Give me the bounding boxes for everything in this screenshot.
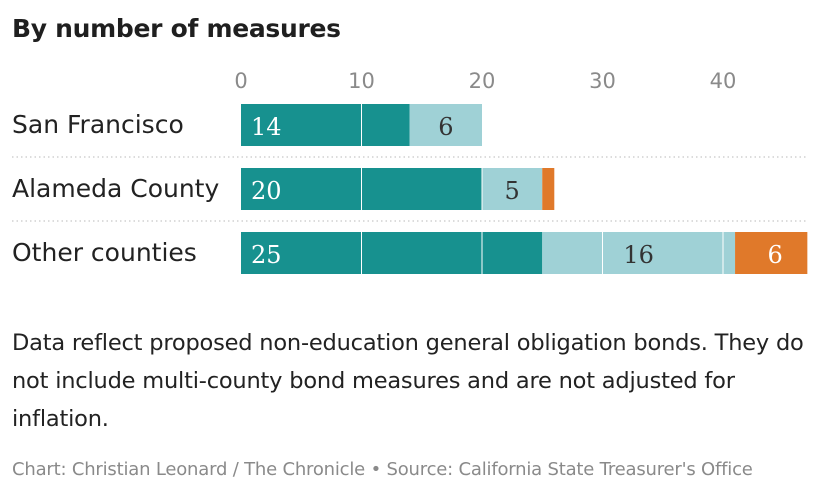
x-tick-label: 0 (234, 69, 247, 93)
bar-segment (482, 168, 543, 210)
category-label: San Francisco (12, 110, 184, 139)
category-label: Alameda County (12, 174, 219, 203)
data-label: 5 (504, 177, 519, 205)
x-tick-label: 10 (348, 69, 375, 93)
bar-segment (409, 104, 482, 146)
bar-segment (542, 232, 736, 274)
stacked-bar-chart: 0 10 20 30 40 San Francisco 14 6 Alameda County 2… (12, 69, 808, 274)
data-label: 20 (251, 177, 282, 205)
data-label: 6 (438, 113, 453, 141)
bar-segment (241, 232, 543, 274)
data-label: 25 (251, 241, 282, 269)
chart-note: Data reflect proposed non-education gene… (12, 330, 804, 432)
data-label: 16 (623, 241, 654, 269)
x-tick-label: 30 (589, 69, 616, 93)
data-label: 14 (251, 113, 282, 141)
bar-segment (735, 232, 808, 274)
data-label: 6 (768, 241, 783, 269)
chart-title: By number of measures (12, 14, 341, 43)
category-label: Other counties (12, 238, 197, 267)
bar-segment (241, 104, 410, 146)
x-tick-label: 20 (469, 69, 496, 93)
x-tick-label: 40 (710, 69, 737, 93)
chart-credit: Chart: Christian Leonard / The Chronicle… (12, 459, 753, 480)
bar-segment (542, 168, 555, 210)
